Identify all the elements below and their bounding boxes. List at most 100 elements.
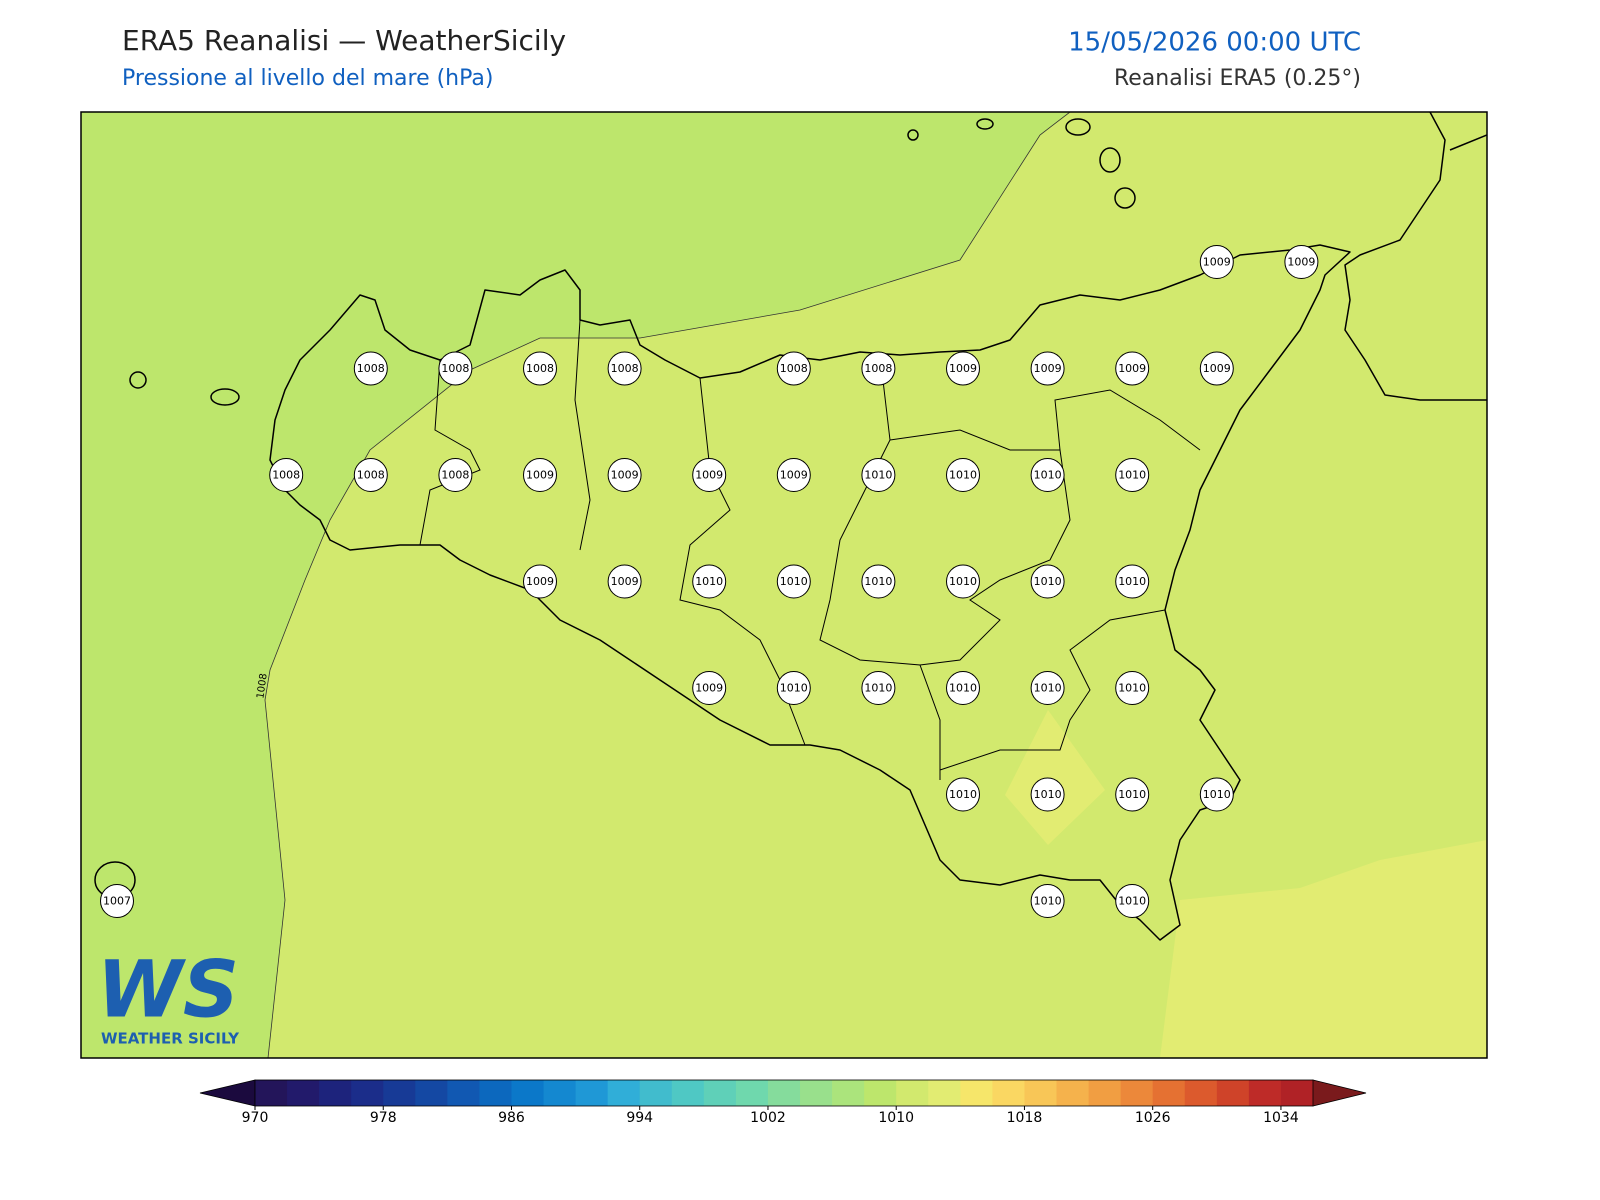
grid-point-label: 1010 bbox=[864, 469, 892, 482]
grid-point-label: 1010 bbox=[1203, 788, 1231, 801]
colorbar-swatch bbox=[1056, 1080, 1090, 1106]
coastline bbox=[1449, 134, 1487, 151]
colorbar-swatch bbox=[255, 1080, 288, 1106]
grid-point bbox=[353, 458, 388, 492]
grid-point-label: 1010 bbox=[949, 682, 977, 695]
grid-point bbox=[861, 671, 896, 705]
grid-point bbox=[776, 458, 811, 492]
colorbar-swatch bbox=[864, 1080, 897, 1106]
coastline bbox=[1344, 112, 1487, 401]
grid-point-label: 1009 bbox=[1287, 256, 1315, 269]
grid-point bbox=[776, 564, 811, 599]
colorbar-swatch bbox=[287, 1080, 320, 1106]
grid-point bbox=[1030, 671, 1065, 705]
colorbar-swatch bbox=[543, 1080, 577, 1106]
grid-point-label: 1008 bbox=[441, 469, 469, 482]
grid-point bbox=[1115, 884, 1150, 918]
logo-mark: WS bbox=[97, 945, 239, 1035]
grid-point bbox=[353, 351, 388, 386]
grid-point bbox=[946, 564, 980, 599]
grid-point-label: 1009 bbox=[1203, 362, 1231, 375]
grid-point-label: 1010 bbox=[1034, 788, 1062, 801]
island bbox=[210, 388, 240, 406]
colorbar-swatch bbox=[767, 1080, 801, 1106]
colorbar-tick-label: 1018 bbox=[1007, 1110, 1043, 1126]
grid-point bbox=[1115, 351, 1150, 386]
colorbar-swatch bbox=[1216, 1080, 1250, 1106]
grid-point bbox=[607, 564, 642, 599]
grid-point bbox=[946, 458, 980, 492]
colorbar: 970 978 986 994 1002 1010 1018 1026 1034 bbox=[199, 1079, 1367, 1126]
colorbar-swatch bbox=[1024, 1080, 1058, 1106]
colorbar-swatch bbox=[575, 1080, 609, 1106]
logo-text: WEATHER SICILY bbox=[101, 1030, 240, 1048]
grid-point bbox=[1199, 777, 1234, 812]
island bbox=[129, 371, 147, 389]
colorbar-tick-label: 1002 bbox=[750, 1110, 786, 1126]
grid-point-label: 1010 bbox=[1118, 788, 1146, 801]
colorbar-swatch bbox=[671, 1080, 705, 1106]
colorbar-extend bbox=[1312, 1079, 1367, 1107]
grid-point bbox=[861, 351, 896, 386]
colorbar-swatch bbox=[447, 1080, 480, 1106]
grid-point bbox=[946, 351, 980, 386]
grid-point-label: 1009 bbox=[611, 575, 639, 588]
grid-point bbox=[776, 671, 811, 705]
island bbox=[1114, 187, 1136, 209]
grid-point bbox=[1115, 458, 1150, 492]
colorbar-swatch bbox=[896, 1080, 929, 1106]
grid-point bbox=[438, 458, 473, 492]
grid-point-label: 1010 bbox=[1034, 469, 1062, 482]
grid-point-label: 1008 bbox=[526, 362, 554, 375]
grid-points: 1009 1009 1008 1008 1008 1008 1008 1008 1009 1009… bbox=[100, 245, 1319, 918]
grid-point-label: 1009 bbox=[949, 362, 977, 375]
grid-point bbox=[1030, 777, 1065, 812]
datetime: 15/05/2026 00:00 UTC bbox=[1068, 28, 1361, 58]
colorbar-swatch bbox=[1152, 1080, 1186, 1106]
isobar bbox=[264, 112, 1071, 1058]
grid-point-label: 1008 bbox=[357, 362, 385, 375]
colorbar-extend bbox=[199, 1079, 256, 1107]
colorbar-swatch bbox=[415, 1080, 448, 1106]
grid-point-label: 1010 bbox=[1118, 682, 1146, 695]
grid-point-label: 1010 bbox=[1118, 469, 1146, 482]
grid-point-label: 1009 bbox=[526, 469, 554, 482]
colorbar-swatch bbox=[960, 1080, 993, 1106]
grid-point-label: 1010 bbox=[949, 575, 977, 588]
grid-point bbox=[861, 458, 896, 492]
colorbar-swatch bbox=[1248, 1080, 1282, 1106]
grid-point bbox=[100, 884, 134, 918]
colorbar-swatch bbox=[639, 1080, 673, 1106]
grid-point bbox=[269, 458, 304, 492]
grid-point bbox=[1199, 245, 1234, 279]
grid-point-label: 1008 bbox=[611, 362, 639, 375]
colorbar-swatch bbox=[511, 1080, 545, 1106]
grid-point bbox=[607, 458, 642, 492]
grid-point-label: 1009 bbox=[526, 575, 554, 588]
grid-point bbox=[1030, 458, 1065, 492]
grid-point-label: 1009 bbox=[695, 682, 723, 695]
colorbar-swatch bbox=[735, 1080, 769, 1106]
grid-point-label: 1010 bbox=[1034, 575, 1062, 588]
colorbar-swatch bbox=[351, 1080, 384, 1106]
colorbar-swatch bbox=[703, 1080, 737, 1106]
grid-point-label: 1007 bbox=[103, 895, 131, 908]
colorbar-swatch bbox=[928, 1080, 961, 1106]
pressure-band bbox=[1005, 710, 1487, 1058]
grid-point-label: 1009 bbox=[695, 469, 723, 482]
grid-point-label: 1008 bbox=[780, 362, 808, 375]
grid-point-label: 1008 bbox=[357, 469, 385, 482]
colorbar-tick-label: 978 bbox=[370, 1110, 397, 1126]
grid-point-label: 1009 bbox=[780, 469, 808, 482]
title: ERA5 Reanalisi — WeatherSicily bbox=[122, 24, 566, 57]
colorbar-swatch bbox=[1088, 1080, 1122, 1106]
colorbar-swatch bbox=[479, 1080, 512, 1106]
colorbar-swatch bbox=[383, 1080, 416, 1106]
subtitle: Pressione al livello del mare (hPa) bbox=[122, 66, 493, 91]
grid-point bbox=[523, 564, 557, 599]
grid-point-label: 1008 bbox=[864, 362, 892, 375]
grid-point bbox=[692, 564, 727, 599]
grid-point-label: 1010 bbox=[1118, 575, 1146, 588]
grid-point-label: 1010 bbox=[864, 682, 892, 695]
grid-point bbox=[1284, 245, 1319, 279]
